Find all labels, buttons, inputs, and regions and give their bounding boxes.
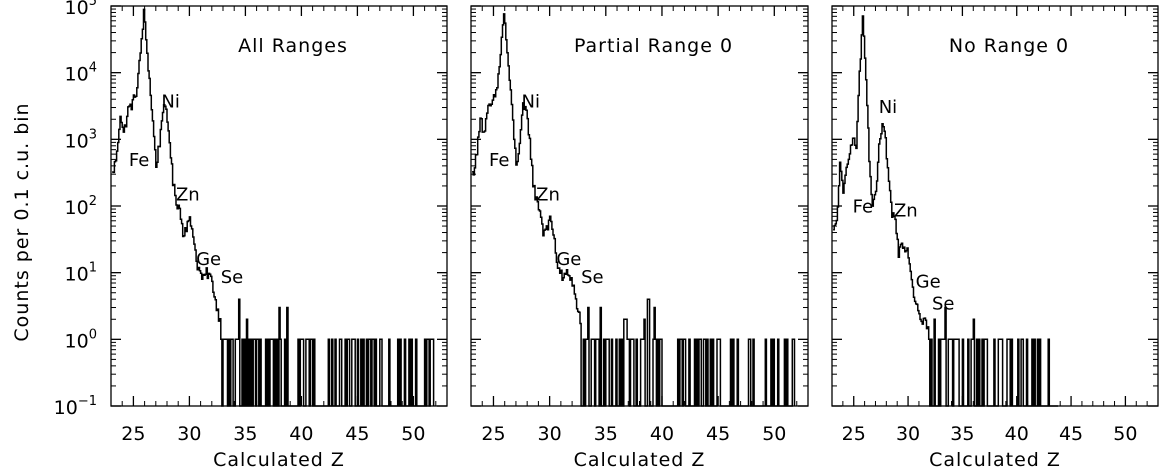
element-label-fe: Fe — [489, 150, 509, 171]
y-tick-label: 103 — [65, 127, 97, 152]
element-label-zn: Zn — [536, 185, 560, 206]
x-tick-label: 25 — [842, 423, 866, 445]
histogram-line — [833, 15, 1058, 407]
x-tick-label: 45 — [345, 423, 369, 445]
element-label-se: Se — [581, 267, 604, 288]
x-axis-label: Calculated Z — [213, 449, 345, 471]
element-label-ni: Ni — [522, 92, 540, 113]
x-axis-label: Calculated Z — [574, 449, 706, 471]
element-label-fe: Fe — [129, 150, 149, 171]
element-label-ni: Ni — [161, 92, 179, 113]
panel-title: All Ranges — [238, 35, 348, 57]
y-tick-label: 102 — [65, 194, 97, 219]
x-tick-label: 40 — [650, 423, 674, 445]
x-tick-label: 30 — [538, 423, 562, 445]
panel-3: 25 30 35 40 45 50 Calculated Z No Range 0 Fe Ni Zn… — [831, 5, 1159, 471]
y-tick-label: 105 — [65, 0, 97, 19]
x-tick-label: 30 — [896, 423, 920, 445]
x-tick-label: 25 — [121, 423, 145, 445]
x-tick-label: 50 — [401, 423, 425, 445]
element-label-zn: Zn — [894, 200, 918, 221]
element-label-ge: Ge — [556, 249, 581, 270]
panel-1: 25 30 35 40 45 50 10−1 100 101 102 103 104 105 Calcul… — [54, 0, 448, 471]
x-tick-label: 50 — [1113, 423, 1137, 445]
y-tick-label: 101 — [65, 261, 97, 286]
x-tick-label: 35 — [233, 423, 257, 445]
x-axis-label: Calculated Z — [929, 449, 1061, 471]
y-axis-label: Counts per 0.1 c.u. bin — [11, 102, 33, 341]
element-label-se: Se — [221, 267, 244, 288]
x-tick-label: 50 — [762, 423, 786, 445]
x-tick-label: 45 — [706, 423, 730, 445]
panels: 25 30 35 40 45 50 10−1 100 101 102 103 104 105 Calcul… — [54, 0, 1159, 471]
x-tick-label: 30 — [177, 423, 201, 445]
y-tick-label: 104 — [65, 61, 97, 86]
panel-title: Partial Range 0 — [574, 35, 733, 57]
element-label-fe: Fe — [853, 196, 873, 217]
x-tick-label: 35 — [950, 423, 974, 445]
x-tick-label: 40 — [289, 423, 313, 445]
x-tick-label: 25 — [481, 423, 505, 445]
histogram-line — [472, 13, 796, 407]
element-label-ge: Ge — [916, 271, 941, 292]
x-tick-label: 40 — [1005, 423, 1029, 445]
histogram-line — [112, 8, 435, 407]
element-label-se: Se — [932, 294, 955, 315]
y-tick-label: 10−1 — [54, 394, 97, 419]
panel-title: No Range 0 — [949, 35, 1069, 57]
element-label-ge: Ge — [196, 249, 221, 270]
element-label-zn: Zn — [176, 185, 200, 206]
panel-2: 25 30 35 40 45 50 Calculated Z Partial Range 0 F… — [470, 5, 809, 471]
x-tick-label: 35 — [594, 423, 618, 445]
x-tick-label: 45 — [1059, 423, 1083, 445]
y-tick-label: 100 — [65, 327, 97, 352]
element-label-ni: Ni — [879, 97, 897, 118]
